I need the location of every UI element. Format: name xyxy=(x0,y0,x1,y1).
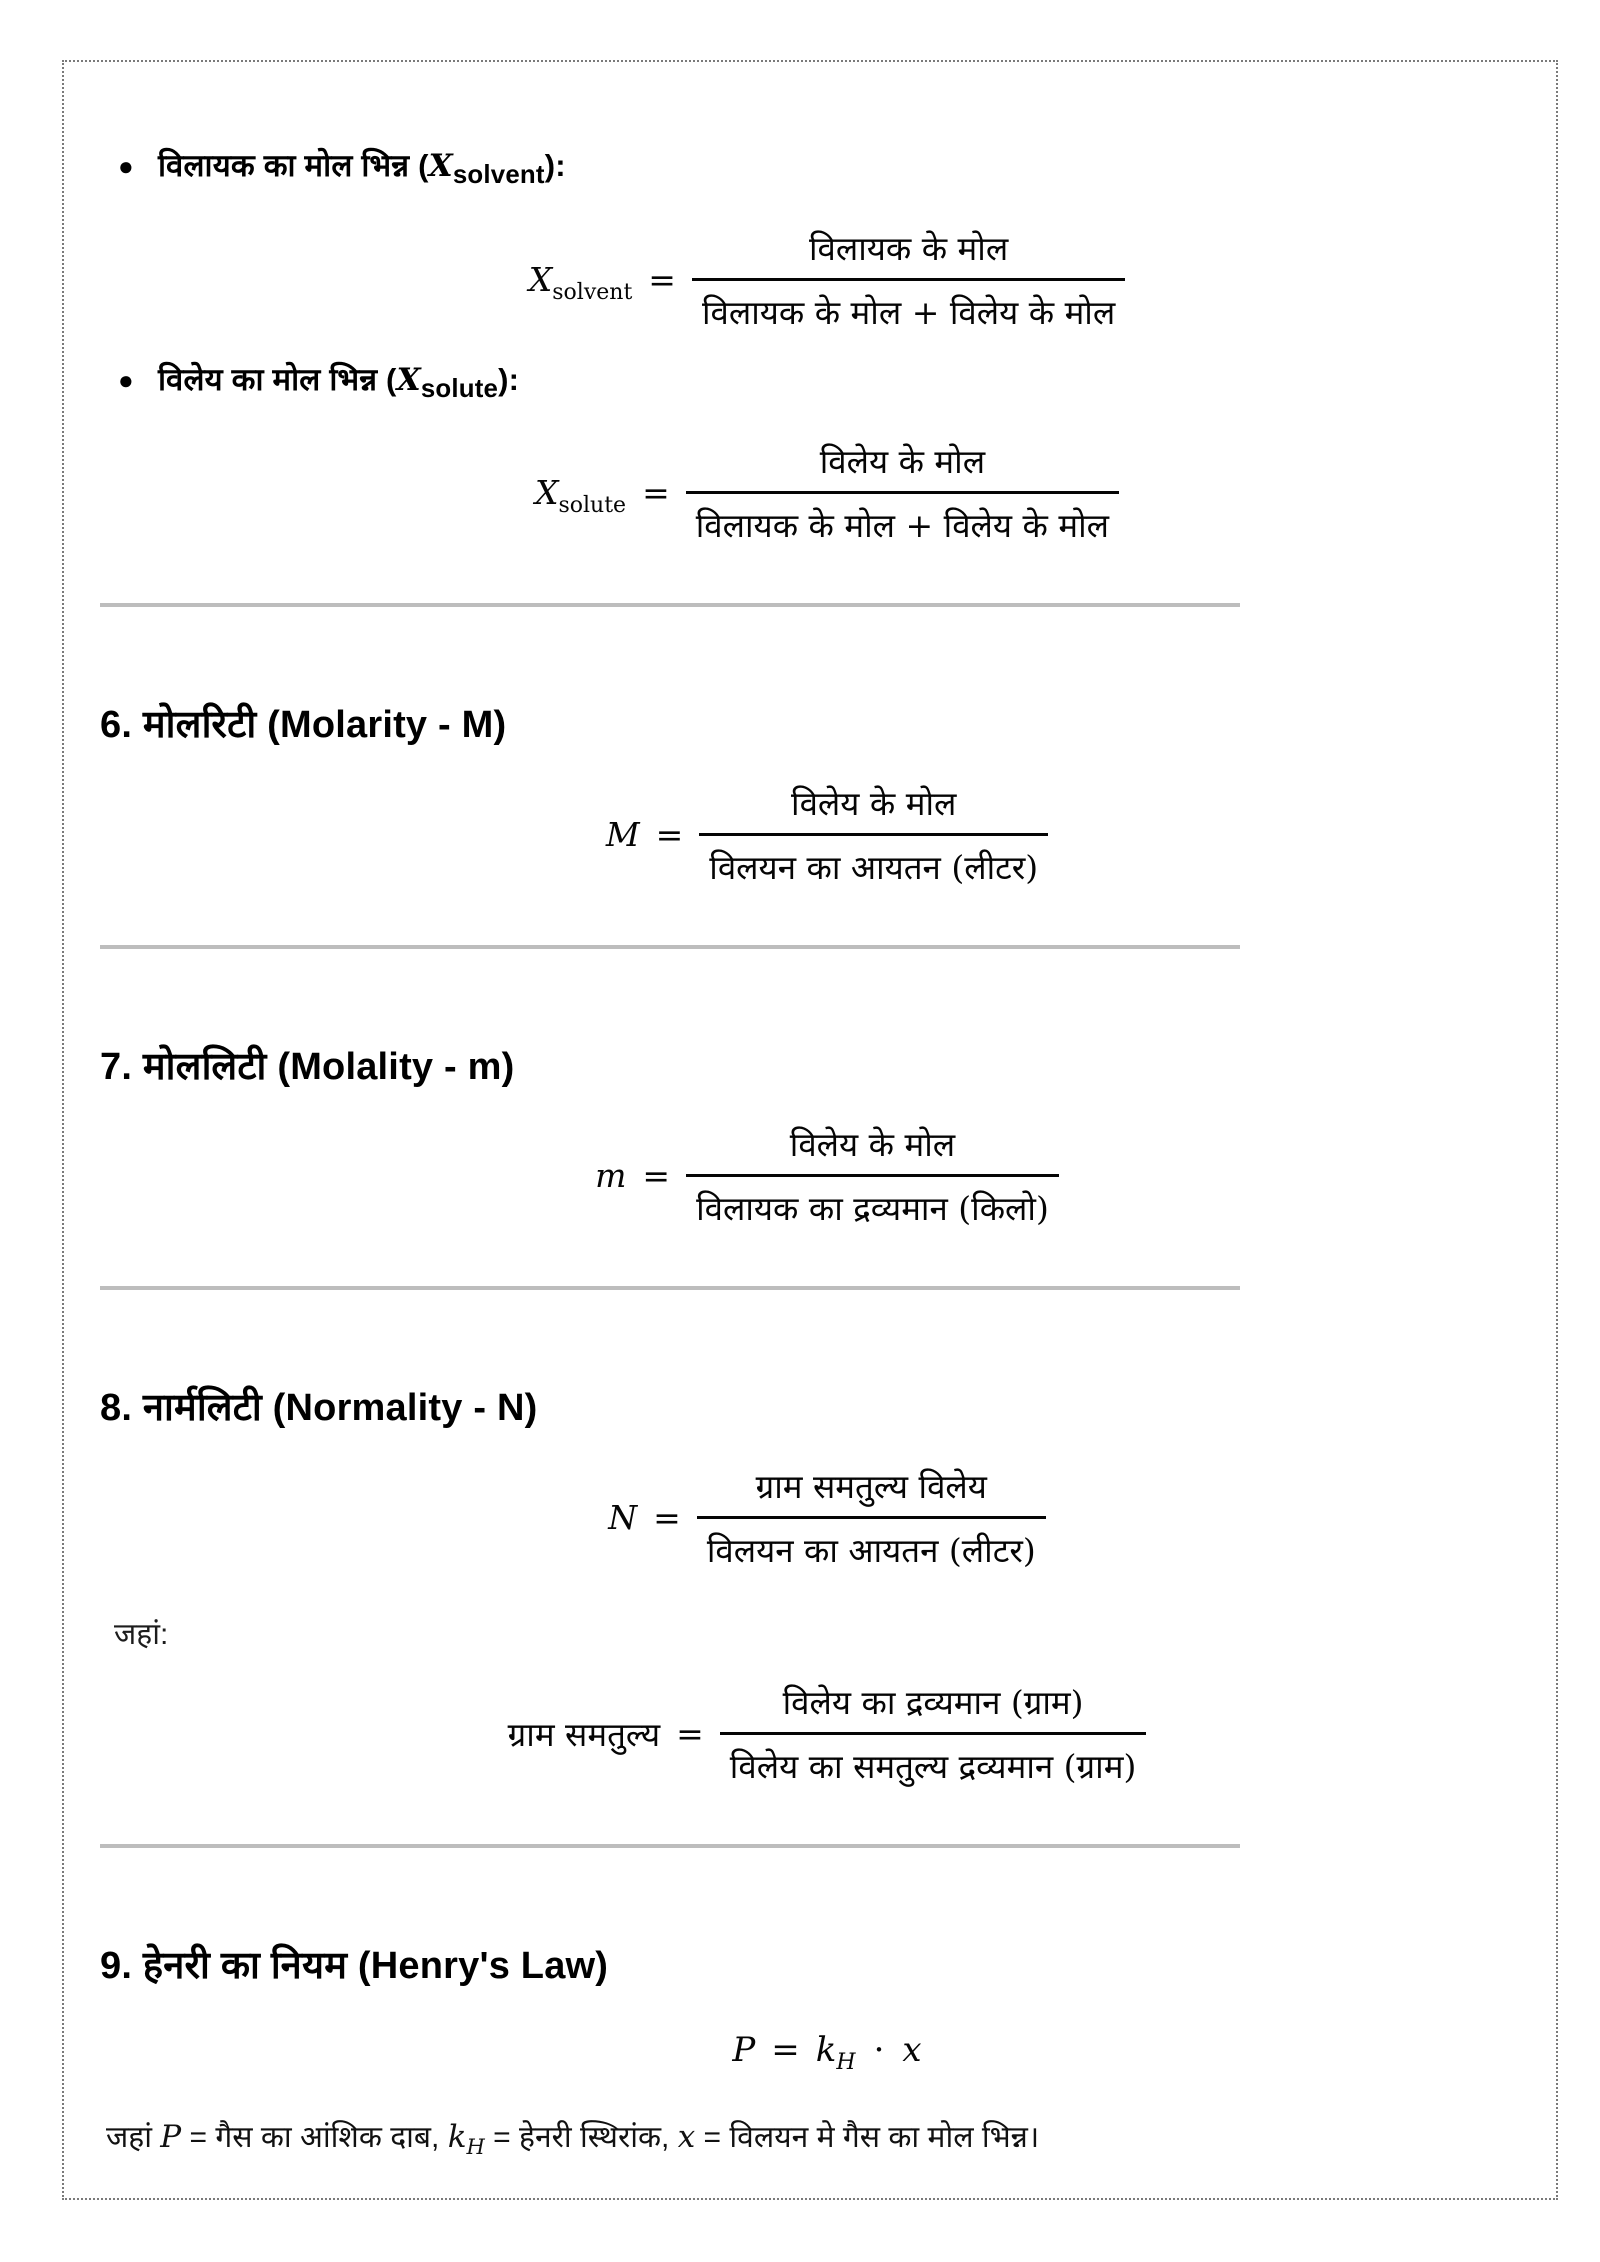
math-variable: P xyxy=(160,2119,182,2156)
fraction-denominator: विलायक के मोल + विलेय के मोल xyxy=(685,491,1120,547)
section-divider xyxy=(100,1286,1240,1291)
formula-normality: N = ग्राम समतुल्य विलेय विलयन का आयतन (ल… xyxy=(100,1463,1534,1572)
fraction-numerator: विलेय के मोल xyxy=(789,1125,956,1165)
equals-sign: = xyxy=(642,473,670,513)
fraction-numerator: विलेय के मोल xyxy=(819,442,986,482)
formula-molarity: M = विलेय के मोल विलयन का आयतन (लीटर) xyxy=(100,780,1534,889)
math-variable: m xyxy=(595,1156,627,1196)
fraction-numerator: विलेय का द्रव्यमान (ग्राम) xyxy=(782,1682,1084,1722)
math-variable: k xyxy=(447,2119,467,2156)
label-text: ): xyxy=(544,148,566,183)
formula-lhs-text: ग्राम समतुल्य xyxy=(507,1714,661,1754)
section-heading-henrys-law: 9. हेनरी का नियम (Henry's Law) xyxy=(100,1944,609,1987)
formula-mole-fraction-solute: Xsolute = विलेय के मोल विलायक के मोल + व… xyxy=(100,438,1534,547)
equals-sign: = xyxy=(653,1497,681,1537)
equals-sign: = xyxy=(676,1713,704,1753)
where-label: जहां: xyxy=(114,1617,169,1651)
bullet-label: विलायक का मोल भिन्न (Xsolvent): xyxy=(158,144,566,195)
bullet-icon: ● xyxy=(118,151,134,181)
equals-sign: = xyxy=(771,2030,800,2071)
list-item-mole-fraction-solute: ● विलेय का मोल भिन्न (Xsolute): xyxy=(118,358,1534,409)
section-heading-normality: 8. नार्मलिटी (Normality - N) xyxy=(100,1387,538,1430)
math-variable: X xyxy=(428,148,453,184)
math-variable: x xyxy=(677,2119,696,2156)
bullet-label: विलेय का मोल भिन्न (Xsolute): xyxy=(158,358,519,409)
math-subscript: solute xyxy=(420,374,499,403)
equals-sign: = xyxy=(648,259,676,299)
fraction: विलेय के मोल विलायक के मोल + विलेय के मो… xyxy=(685,438,1120,547)
document-content-box: ● विलायक का मोल भिन्न (Xsolvent): Xsolve… xyxy=(62,60,1558,2200)
fraction-denominator: विलायक के मोल + विलेय के मोल xyxy=(691,277,1126,334)
section-divider xyxy=(100,1843,1240,1848)
math-variable: M xyxy=(605,814,640,854)
section-divider xyxy=(100,944,1240,949)
math-subscript: solute xyxy=(558,493,627,519)
fraction: विलेय के मोल विलायक का द्रव्यमान (किलो) xyxy=(686,1121,1059,1230)
fraction-denominator: विलायक का द्रव्यमान (किलो) xyxy=(686,1174,1059,1230)
multiplication-dot: · xyxy=(873,2030,885,2071)
fraction-denominator: विलयन का आयतन (लीटर) xyxy=(699,832,1049,889)
math-variable: k xyxy=(815,2030,837,2071)
footnote-text: = विलयन मे गैस का मोल भिन्न। xyxy=(695,2121,1040,2155)
fraction-numerator: विलायक के मोल xyxy=(808,228,1009,268)
fraction-denominator: विलयन का आयतन (लीटर) xyxy=(696,1515,1046,1572)
math-variable: N xyxy=(608,1497,638,1537)
footnote-definitions: जहां P = गैस का आंशिक दाब, kH = हेनरी स्… xyxy=(106,2116,1534,2159)
equals-sign: = xyxy=(642,1156,671,1196)
fraction: विलेय के मोल विलयन का आयतन (लीटर) xyxy=(699,780,1049,889)
fraction: विलायक के मोल विलायक के मोल + विलेय के म… xyxy=(691,225,1126,334)
footnote-text: = हेनरी स्थिरांक, xyxy=(484,2121,678,2155)
fraction-numerator: ग्राम समतुल्य विलेय xyxy=(755,1466,987,1506)
footnote-text: जहां xyxy=(106,2121,161,2155)
formula-gram-equivalent: ग्राम समतुल्य = विलेय का द्रव्यमान (ग्रा… xyxy=(100,1679,1534,1788)
math-variable: X xyxy=(396,361,421,398)
label-text: ): xyxy=(498,361,520,397)
math-variable: x xyxy=(902,2030,922,2071)
formula-molality: m = विलेय के मोल विलायक का द्रव्यमान (कि… xyxy=(100,1121,1534,1230)
section-heading-molarity: 6. मोलरिटी (Molarity - M) xyxy=(100,704,507,747)
formula-mole-fraction-solvent: Xsolvent = विलायक के मोल विलायक के मोल +… xyxy=(100,225,1534,334)
math-variable: X xyxy=(534,473,559,513)
math-variable: P xyxy=(732,2030,756,2071)
formula-henrys-law: P = kH · x xyxy=(100,2030,1534,2074)
formula-lhs: Xsolvent xyxy=(528,259,633,304)
label-text: विलेय का मोल भिन्न ( xyxy=(158,361,397,397)
math-subscript: solvent xyxy=(452,161,545,190)
henry-constant: kH xyxy=(815,2030,856,2074)
formula-lhs: Xsolute xyxy=(534,473,626,517)
math-subscript: H xyxy=(836,2050,856,2076)
bullet-icon: ● xyxy=(118,364,134,395)
equals-sign: = xyxy=(655,814,684,854)
label-text: विलायक का मोल भिन्न ( xyxy=(158,148,429,183)
math-subscript: H xyxy=(466,2135,485,2160)
math-subscript: solvent xyxy=(552,279,633,305)
fraction: विलेय का द्रव्यमान (ग्राम) विलेय का समतु… xyxy=(719,1679,1147,1788)
list-item-mole-fraction-solvent: ● विलायक का मोल भिन्न (Xsolvent): xyxy=(118,144,1534,195)
fraction-numerator: विलेय के मोल xyxy=(791,783,957,823)
section-heading-molality: 7. मोललिटी (Molality - m) xyxy=(100,1045,515,1088)
section-divider xyxy=(100,603,1240,608)
math-variable: X xyxy=(528,259,553,299)
fraction-denominator: विलेय का समतुल्य द्रव्यमान (ग्राम) xyxy=(719,1731,1147,1788)
fraction: ग्राम समतुल्य विलेय विलयन का आयतन (लीटर) xyxy=(696,1463,1046,1572)
footnote-text: = गैस का आंशिक दाब, xyxy=(181,2121,448,2155)
